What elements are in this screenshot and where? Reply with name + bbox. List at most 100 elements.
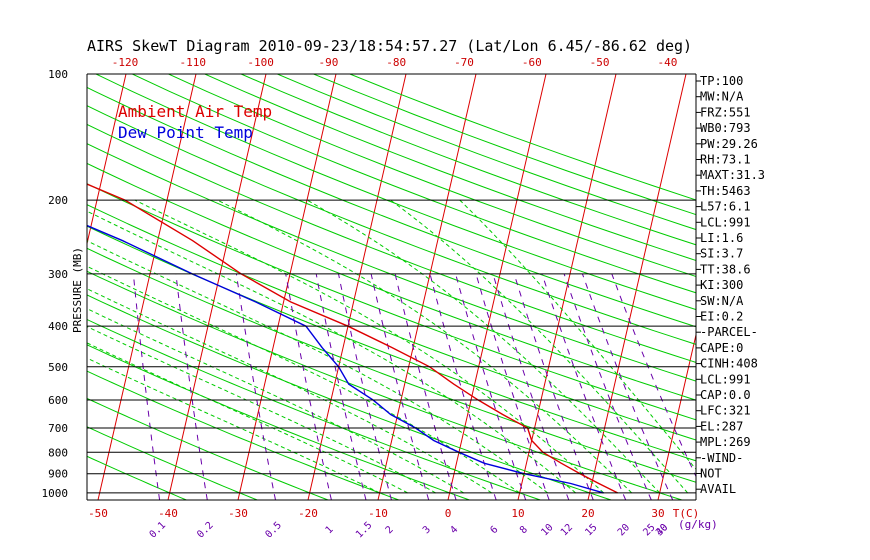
mixing-ratio-label: 0.1 (148, 520, 169, 541)
mixing-ratio-line (513, 273, 594, 500)
mixing-ratio-label: 20 (616, 522, 632, 538)
mixing-ratio-line (394, 273, 457, 500)
stability-index-label: -WIND- (700, 451, 743, 465)
bottom-temp-unit: T(C) (673, 507, 700, 520)
isotherm-line (377, 74, 477, 500)
isotherm-line (237, 74, 337, 500)
dry-adiabat-line (87, 105, 696, 345)
dry-adiabat-line (87, 455, 187, 500)
pressure-tick-label: 600 (48, 394, 68, 407)
dry-adiabat-line (87, 426, 258, 500)
isotherm-line (657, 332, 696, 500)
bottom-temp-tick-label: -40 (158, 507, 178, 520)
dry-adiabat-line (87, 123, 696, 363)
mixing-ratio-line (611, 273, 696, 478)
stability-index-label: LCL:991 (700, 372, 751, 386)
moist-adiabat-line (390, 199, 688, 494)
top-temp-tick-label: -40 (657, 56, 677, 69)
mixing-ratio-label: 1.5 (354, 520, 375, 541)
moist-adiabat-line (134, 199, 604, 494)
stability-index-label: SW:N/A (700, 294, 744, 308)
dry-adiabat-line (131, 74, 696, 294)
top-temp-tick-label: -80 (386, 56, 406, 69)
dry-adiabat-line (87, 183, 696, 421)
stability-index-label: LCL:991 (700, 215, 751, 229)
dry-adiabat-line (87, 225, 696, 462)
top-temp-tick-label: -110 (180, 56, 207, 69)
dry-adiabat-line (312, 74, 696, 216)
mixing-ratio-label: 4 (448, 524, 460, 536)
stability-index-label: TT:38.6 (700, 262, 751, 276)
top-temp-tick-label: -60 (522, 56, 542, 69)
dry-adiabat-line (87, 204, 696, 441)
chart-title: AIRS SkewT Diagram 2010-09-23/18:54:57.2… (87, 37, 692, 55)
dry-adiabat-line (348, 74, 696, 201)
dry-adiabat-line (87, 247, 696, 483)
stability-index-label: NOT (700, 467, 722, 481)
mixing-ratio-label: 3 (421, 524, 433, 536)
mixing-ratio-label: 10 (539, 522, 555, 538)
stability-index-label: FRZ:551 (700, 105, 751, 119)
mixing-ratio-label: 12 (559, 522, 575, 538)
stability-index-label: MW:N/A (700, 90, 744, 104)
dry-adiabat-line (87, 397, 329, 500)
moist-adiabat-line (87, 265, 520, 494)
mixing-ratio-label: 0.5 (263, 520, 284, 541)
stability-index-label: TH:5463 (700, 184, 751, 198)
bottom-temp-tick-label: 30 (651, 507, 664, 520)
legend-entry: Dew Point Temp (118, 123, 253, 142)
dry-adiabat-line (87, 143, 696, 382)
dry-adiabat-line (87, 162, 696, 401)
dry-adiabat-line (203, 74, 696, 261)
isotherm-line (97, 74, 197, 500)
legend-entry: Ambient Air Temp (118, 102, 272, 121)
mixing-ratio-label: 6 (488, 524, 500, 536)
moist-adiabat-line (306, 199, 660, 494)
mixing-ratio-line (581, 273, 674, 500)
mixing-ratio-line (563, 273, 652, 500)
isotherm-line (517, 74, 617, 500)
top-temp-tick-label: -50 (590, 56, 610, 69)
mixing-ratio-label: 40 (654, 522, 670, 538)
mixing-ratio-label: 2 (384, 524, 396, 536)
moist-adiabat-line (87, 308, 464, 494)
mixing-ratio-line (541, 273, 627, 500)
ambient-temp-series-line (87, 183, 618, 494)
bottom-temp-tick-label: -30 (228, 507, 248, 520)
stability-index-label: RH:73.1 (700, 153, 751, 167)
bottom-temp-tick-label: -50 (88, 507, 108, 520)
bottom-temp-tick-label: 10 (511, 507, 524, 520)
stability-index-label: WB0:793 (700, 121, 751, 135)
bottom-temp-tick-label: -10 (368, 507, 388, 520)
pressure-tick-label: 400 (48, 320, 68, 333)
stability-index-label: KI:300 (700, 278, 743, 292)
stability-index-label: EI:0.2 (700, 310, 743, 324)
dry-adiabat-line (87, 344, 470, 500)
mixing-ratio-line (370, 273, 430, 500)
y-axis-label: PRESSURE (MB) (71, 247, 84, 333)
mixing-ratio-label: 8 (518, 524, 530, 536)
moist-adiabat-line (459, 199, 696, 471)
isotherm-line (307, 74, 407, 500)
dry-adiabat-line (239, 74, 696, 246)
stability-index-label: CINH:408 (700, 357, 758, 371)
top-temp-tick-label: -90 (318, 56, 338, 69)
mixing-ratio-line (455, 273, 527, 500)
stability-index-label: TP:100 (700, 74, 743, 88)
stability-index-label: MPL:269 (700, 435, 751, 449)
bottom-temp-tick-label: -20 (298, 507, 318, 520)
isotherm-line (447, 74, 547, 500)
moist-adiabat-line (87, 240, 548, 494)
top-temp-tick-label: -120 (112, 56, 139, 69)
bottom-temp-tick-label: 0 (445, 507, 452, 520)
mixing-ratio-line (429, 273, 497, 500)
dry-adiabat-line (87, 270, 683, 500)
stability-index-label: MAXT:31.3 (700, 168, 765, 182)
pressure-tick-label: 300 (48, 268, 68, 281)
pressure-tick-label: 800 (48, 446, 68, 459)
top-temp-tick-label: -100 (247, 56, 274, 69)
pressure-tick-label: 500 (48, 361, 68, 374)
isotherm-line (0, 74, 56, 500)
mixing-ratio-unit: (g/kg) (678, 518, 718, 531)
dry-adiabat-line (87, 294, 612, 500)
